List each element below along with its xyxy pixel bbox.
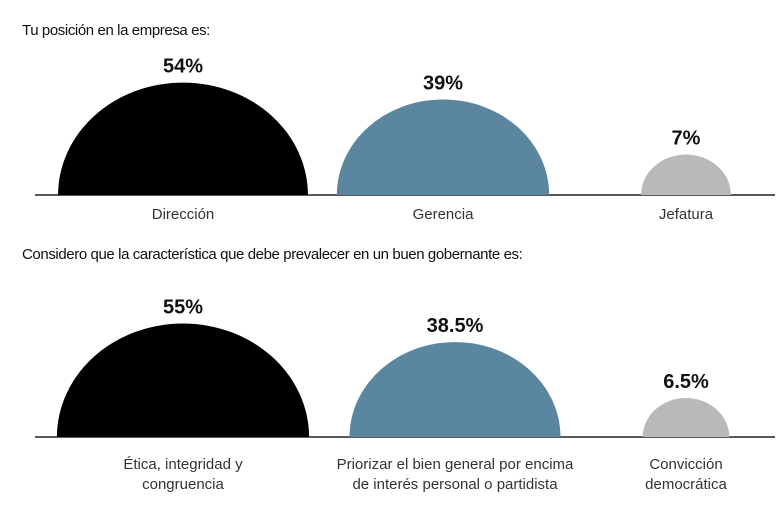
category-label: Priorizar el bien general por encima de … — [336, 456, 574, 493]
value-label: 39% — [423, 72, 463, 94]
dome — [58, 82, 308, 195]
dome — [642, 398, 730, 437]
dome — [641, 154, 731, 195]
dome — [56, 323, 310, 437]
chart-title: Tu posición en la empresa es: — [22, 22, 210, 39]
value-label: 6.5% — [663, 371, 709, 393]
category-label: Ética, integridad y congruencia — [123, 456, 243, 493]
value-label: 38.5% — [427, 315, 484, 337]
value-label: 54% — [163, 56, 203, 78]
category-label: Convicción democrática — [645, 456, 727, 493]
value-label: 7% — [672, 128, 701, 150]
value-label: 55% — [163, 297, 203, 319]
dome — [336, 99, 550, 195]
dome — [349, 342, 561, 437]
category-label: Gerencia — [412, 206, 474, 223]
category-label: Dirección — [151, 206, 215, 223]
category-label: Jefatura — [658, 206, 714, 223]
chart-title: Considero que la característica que debe… — [22, 246, 523, 263]
